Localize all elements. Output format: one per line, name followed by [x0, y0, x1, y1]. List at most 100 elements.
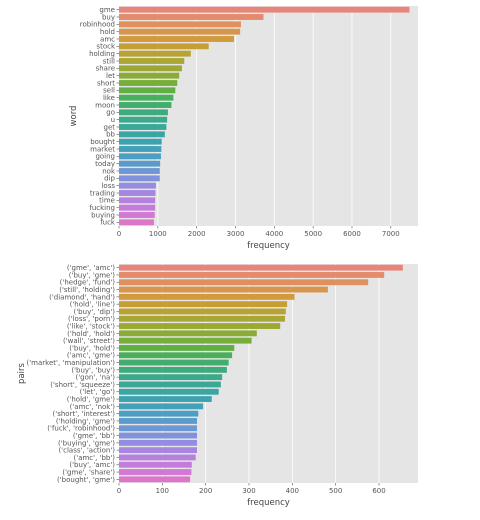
- y-tick-label: short: [97, 79, 115, 87]
- bar: [119, 403, 204, 410]
- x-axis-label: frequency: [247, 241, 290, 251]
- bar: [119, 219, 154, 226]
- y-tick-label: ('hold', 'hold'): [67, 330, 115, 338]
- bar: [119, 6, 410, 13]
- y-tick-label: ('buy', 'hold'): [69, 344, 115, 352]
- y-tick-label: amc: [100, 35, 115, 43]
- bar: [119, 94, 174, 101]
- bar: [119, 28, 241, 35]
- bar: [119, 109, 168, 116]
- bar: [119, 204, 156, 211]
- bar: [119, 160, 161, 167]
- x-tick-label: 600: [372, 487, 385, 495]
- y-axis-label: word: [69, 106, 79, 127]
- x-tick-label: 2000: [188, 230, 206, 238]
- bar: [119, 418, 197, 424]
- y-tick-label: still: [103, 57, 115, 65]
- bar: [119, 14, 264, 20]
- y-tick-label: ('loss', 'porn'): [68, 315, 115, 323]
- bar: [119, 153, 161, 160]
- y-tick-label: go: [106, 109, 115, 117]
- bar: [119, 272, 385, 278]
- bar: [119, 410, 199, 417]
- bar: [119, 308, 286, 315]
- bar: [119, 469, 192, 475]
- y-tick-label: today: [95, 160, 115, 168]
- y-tick-label: buying: [91, 211, 115, 219]
- bar: [119, 461, 192, 468]
- bar: [119, 293, 295, 300]
- y-tick-label: ('gme', 'share'): [62, 468, 115, 476]
- y-tick-label: ('short', 'interest'): [53, 410, 116, 418]
- bar: [119, 131, 165, 138]
- bar: [119, 476, 191, 483]
- y-axis-label: pairs: [17, 362, 27, 383]
- bar: [119, 21, 241, 28]
- x-tick-label: 200: [199, 487, 212, 495]
- y-tick-label: bought: [90, 138, 115, 146]
- x-tick-label: 7000: [382, 230, 400, 238]
- bar: [119, 315, 285, 322]
- y-tick-label: fucking: [89, 204, 115, 212]
- y-tick-label: ('still', 'holding'): [59, 286, 115, 294]
- bar: [119, 432, 197, 439]
- bar: [119, 197, 156, 204]
- bar: [119, 124, 167, 130]
- bar: [119, 50, 191, 57]
- y-tick-label: ('fuck', 'robinhood'): [47, 425, 115, 433]
- y-tick-label: ('hold', 'gme'): [67, 395, 116, 403]
- y-tick-label: ('amc', 'bb'): [74, 454, 116, 462]
- y-tick-label: hold: [100, 28, 115, 36]
- bar: [119, 388, 219, 395]
- y-tick-label: loss: [101, 182, 115, 190]
- bar: [119, 359, 229, 366]
- pair-frequency-chart: 0 100 200 300 400 500 600('gme', 'amc')('buy',…: [17, 264, 418, 508]
- bar: [119, 352, 233, 359]
- plot-area: [119, 264, 418, 483]
- y-tick-label: buy: [102, 13, 115, 21]
- bar: [119, 439, 197, 446]
- y-tick-label: like: [103, 94, 115, 102]
- y-tick-label: ('gme', 'amc'): [67, 264, 115, 272]
- y-tick-label: market: [90, 145, 115, 153]
- bar: [119, 337, 252, 344]
- y-tick-label: ('market', 'manipulation'): [27, 359, 116, 367]
- y-tick-label: holding: [89, 50, 115, 58]
- bar: [119, 72, 180, 79]
- y-tick-label: dip: [104, 175, 115, 183]
- x-tick-label: 300: [242, 487, 255, 495]
- y-tick-label: ('diamond', 'hand'): [49, 293, 115, 301]
- bar: [119, 366, 227, 373]
- bar: [119, 65, 182, 72]
- y-tick-label: ('gme', 'bb'): [73, 432, 115, 440]
- y-tick-label: ('amc', 'nok'): [70, 403, 116, 411]
- y-tick-label: ('holding', 'gme'): [56, 417, 115, 425]
- bar: [119, 43, 209, 50]
- x-tick-label: 1000: [149, 230, 167, 238]
- bar: [119, 301, 288, 308]
- bar: [119, 381, 221, 388]
- bar: [119, 116, 168, 123]
- bar: [119, 80, 178, 86]
- y-tick-label: ('class', 'action'): [58, 447, 115, 455]
- y-tick-label: ('wall', 'street'): [63, 337, 115, 345]
- x-tick-label: 5000: [304, 230, 322, 238]
- bar: [119, 175, 160, 182]
- plot-area: [119, 6, 418, 226]
- y-tick-label: u: [111, 116, 115, 124]
- y-tick-label: time: [99, 197, 115, 205]
- y-tick-label: sell: [103, 87, 115, 95]
- y-tick-label: moon: [95, 101, 115, 109]
- bar: [119, 345, 235, 351]
- bar: [119, 286, 328, 293]
- bar: [119, 58, 185, 64]
- y-tick-label: stock: [96, 43, 116, 51]
- x-tick-label: 400: [286, 487, 299, 495]
- y-tick-label: nok: [102, 167, 116, 175]
- bar: [119, 146, 162, 152]
- y-tick-label: ('buy', 'gme'): [69, 271, 115, 279]
- y-tick-label: bb: [106, 131, 115, 139]
- bar: [119, 87, 176, 94]
- bar: [119, 454, 196, 461]
- y-tick-label: get: [104, 123, 116, 131]
